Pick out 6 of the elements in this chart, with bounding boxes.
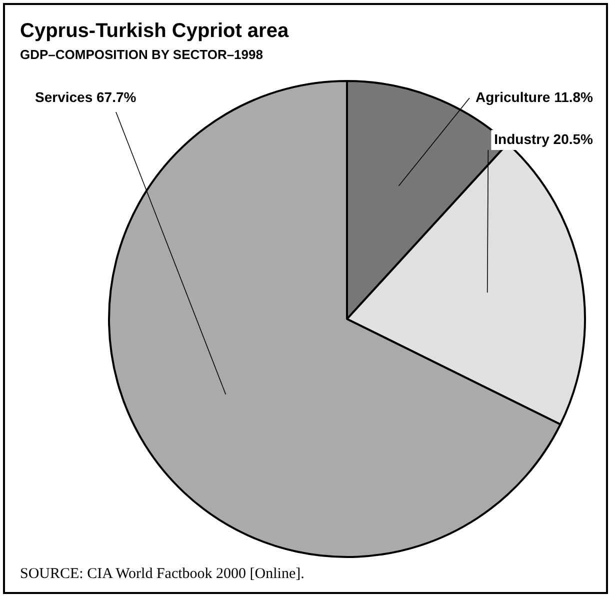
slice-label: Industry 20.5% (494, 130, 594, 147)
source-note: SOURCE: CIA World Factbook 2000 [Online]. (20, 566, 304, 583)
slice-label: Services 67.7% (35, 88, 137, 105)
chart-title: Cyprus-Turkish Cypriot area (20, 20, 289, 43)
chart-subtitle: GDP–COMPOSITION BY SECTOR–1998 (20, 47, 263, 62)
slice-label: Agriculture 11.8% (476, 88, 594, 105)
